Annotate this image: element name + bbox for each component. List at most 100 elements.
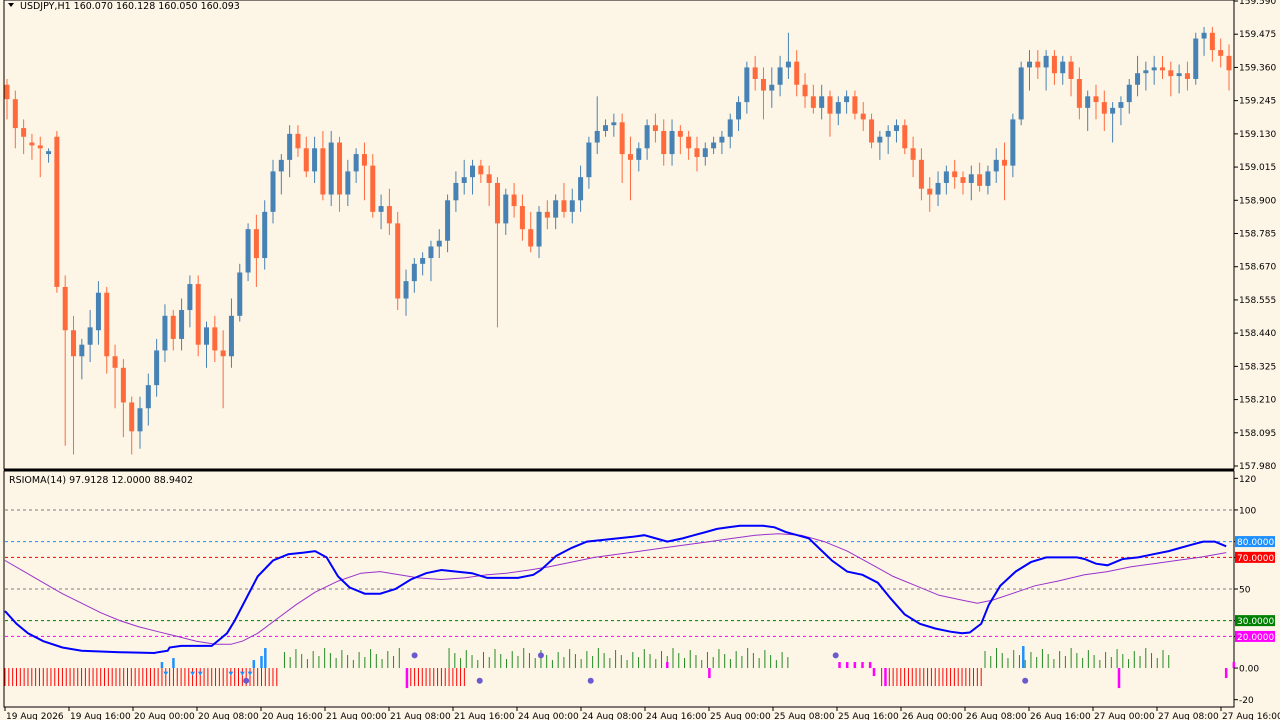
candle-body: [910, 148, 916, 160]
candle-body: [204, 327, 210, 345]
candle-body: [212, 327, 218, 351]
candle: [619, 113, 625, 183]
candle: [278, 154, 284, 195]
candle: [769, 67, 775, 108]
candle-body: [320, 148, 326, 195]
candle: [835, 96, 841, 126]
candle-body: [1218, 50, 1224, 56]
candle: [1035, 50, 1041, 79]
candle: [760, 67, 766, 120]
candle: [1193, 32, 1199, 85]
indicator-scale[interactable]: 120 100 80.0000 70.0000 50 30.0000 20.0000 0.00…: [1234, 475, 1275, 706]
candle: [403, 269, 409, 316]
signal-dot: [587, 677, 594, 684]
candle: [777, 55, 783, 97]
candle: [337, 136, 343, 212]
candle-body: [62, 286, 68, 331]
candle-body: [1101, 102, 1107, 114]
candle-body: [594, 130, 600, 143]
candle: [1184, 61, 1190, 91]
candle: [669, 119, 675, 166]
candle: [727, 113, 733, 149]
candle: [1110, 102, 1116, 143]
candle-body: [943, 171, 949, 183]
level-badge-label: 30.0000: [1237, 617, 1274, 627]
candle-body: [519, 206, 525, 230]
candle: [204, 321, 210, 368]
candle-body: [1193, 38, 1199, 79]
time-axis[interactable]: 19 Aug 2026 19 Aug 16:00 20 Aug 00:00 20 Au…: [4, 707, 1280, 720]
candle: [395, 211, 401, 311]
candle-body: [29, 142, 35, 146]
candle-body: [536, 211, 542, 247]
candle-body: [278, 159, 284, 172]
candle-body: [120, 367, 126, 403]
time-label: 19 Aug 16:00: [70, 712, 131, 720]
signal-dot: [832, 652, 839, 659]
candle: [1126, 78, 1132, 114]
indicator-scale-label: 120: [1239, 475, 1256, 485]
indicator-levels: [5, 509, 1233, 637]
candle: [686, 130, 692, 160]
symbol-dropdown-icon[interactable]: [8, 3, 14, 7]
candle: [328, 130, 334, 207]
time-label: 24 Aug 00:00: [518, 712, 579, 720]
time-label: 27 Aug 08:00: [1158, 712, 1219, 720]
candle-body: [170, 315, 176, 339]
candle-body: [694, 148, 700, 157]
candle: [162, 304, 168, 363]
candle: [627, 136, 633, 201]
candle: [752, 55, 758, 91]
candle-body: [1135, 73, 1141, 85]
candle: [104, 286, 110, 374]
price-pane[interactable]: [3, 0, 1235, 470]
candle-body: [719, 136, 725, 143]
candle: [187, 275, 193, 328]
candle: [137, 396, 143, 449]
level-badge: [1235, 536, 1275, 548]
candle: [295, 125, 301, 157]
candle-body: [611, 122, 617, 126]
symbol-info: USDJPY,H1 160.070 160.128 160.050 160.09…: [20, 1, 240, 12]
time-label: 24 Aug 16:00: [646, 712, 707, 720]
price-label: 158.440: [1239, 329, 1276, 339]
candle: [927, 177, 933, 212]
candle: [536, 206, 542, 259]
candle: [702, 142, 708, 166]
candle: [378, 194, 384, 230]
candle-body: [918, 159, 924, 189]
candle-body: [245, 229, 251, 273]
candle-body: [1118, 102, 1124, 108]
candle: [528, 211, 534, 253]
candle-body: [420, 258, 426, 264]
price-scale[interactable]: 159.590 159.475 159.360 159.245 159.130 159.0…: [1234, 0, 1276, 472]
candle-body: [902, 125, 908, 149]
price-label: 157.980: [1239, 462, 1276, 472]
candle: [519, 194, 525, 241]
candle-body: [337, 142, 343, 195]
candle-body: [494, 182, 500, 224]
candle-body: [1051, 55, 1057, 74]
candle: [270, 159, 276, 224]
candle: [1209, 26, 1215, 62]
candle-body: [312, 148, 318, 172]
candle-body: [253, 229, 259, 259]
candle: [1026, 50, 1032, 91]
candle: [802, 73, 808, 108]
down-arrow-marker: [247, 671, 253, 676]
candle-body: [1176, 73, 1182, 77]
level-badge: [1235, 615, 1275, 627]
candle: [511, 182, 517, 218]
candle-body: [1159, 67, 1165, 71]
time-label: 19 Aug 2026: [6, 712, 64, 720]
down-arrow-marker: [197, 671, 203, 676]
candle: [935, 171, 941, 207]
candle: [445, 194, 451, 253]
candle-body: [810, 96, 816, 108]
candle: [553, 194, 559, 230]
price-label: 158.325: [1239, 362, 1276, 372]
signal-dot: [476, 677, 483, 684]
candle: [578, 165, 584, 212]
candle: [12, 90, 18, 149]
